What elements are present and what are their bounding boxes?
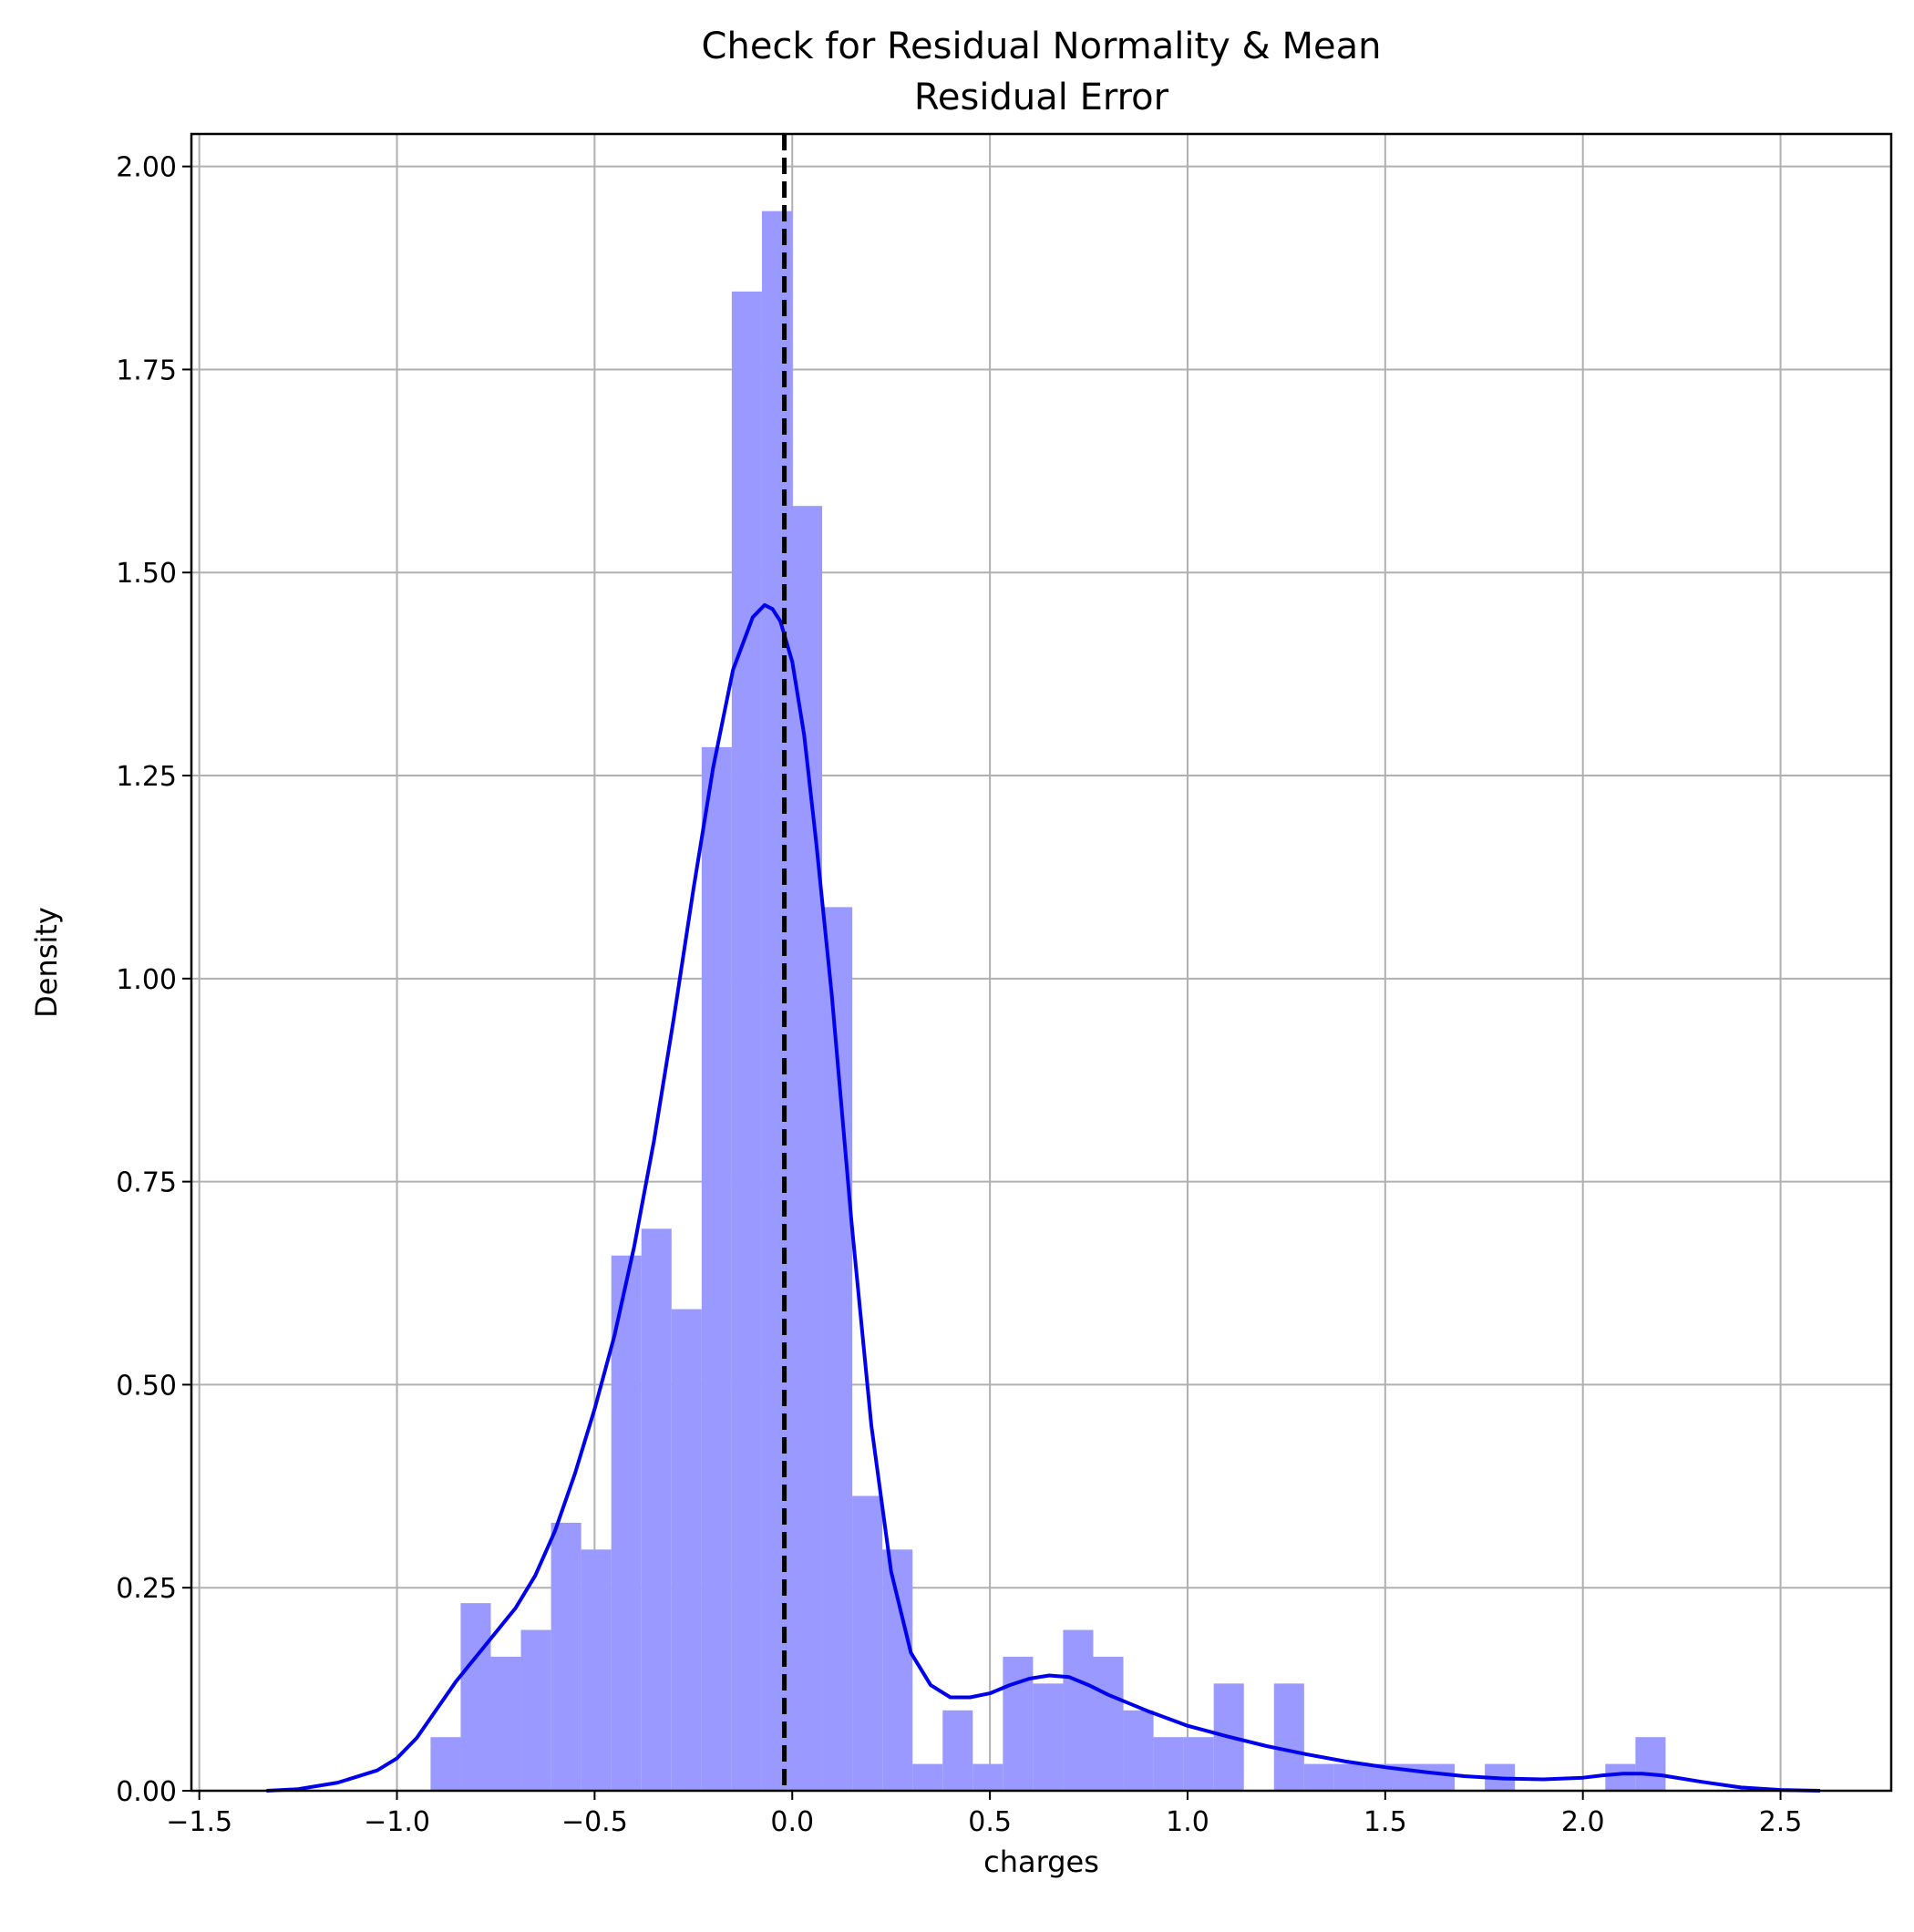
- histogram-bar: [1304, 1764, 1334, 1791]
- histogram-bar: [1033, 1683, 1063, 1791]
- histogram-bar: [1425, 1764, 1455, 1791]
- histogram-bar: [1003, 1657, 1033, 1791]
- histogram-bar: [491, 1657, 521, 1791]
- histogram-bar: [642, 1228, 672, 1791]
- y-axis-label: Density: [29, 907, 64, 1018]
- histogram-bar: [732, 292, 762, 1791]
- x-tick-label: 0.5: [968, 1806, 1012, 1838]
- histogram-bar: [430, 1737, 460, 1791]
- histogram-bar: [1274, 1683, 1304, 1791]
- y-tick-label: 0.00: [116, 1776, 177, 1808]
- x-tick-label: −0.5: [561, 1806, 628, 1838]
- kde-curve-group: [266, 605, 1820, 1791]
- y-tick-label: 1.50: [116, 558, 177, 590]
- y-tick-label: 0.75: [116, 1167, 177, 1199]
- histogram-bar: [672, 1310, 702, 1791]
- histogram-bar: [581, 1549, 612, 1791]
- axes: [191, 134, 1891, 1791]
- histogram-bar: [1334, 1764, 1364, 1791]
- x-tick-label: 2.0: [1561, 1806, 1605, 1838]
- histogram-bar: [521, 1630, 551, 1791]
- histogram-bar: [1154, 1737, 1184, 1791]
- tick-labels: −1.5 −1.0 −0.5 0.0 0.5 1.0 1.5 2.0 2.5 0.00 0.25 0.…: [116, 152, 1802, 1838]
- y-tick-label: 1.25: [116, 761, 177, 793]
- histogram-bar: [1605, 1764, 1635, 1791]
- x-tick-label: −1.5: [166, 1806, 232, 1838]
- y-tick-label: 1.75: [116, 355, 177, 386]
- histogram-bar: [942, 1711, 972, 1791]
- histogram-bar: [912, 1764, 942, 1791]
- x-tick-label: 0.0: [770, 1806, 814, 1838]
- histogram-bar: [460, 1603, 490, 1791]
- histogram-bar: [1124, 1711, 1154, 1791]
- x-tick-label: −1.0: [364, 1806, 430, 1838]
- grid-lines: [191, 134, 1891, 1791]
- kde-curve: [266, 605, 1820, 1791]
- chart-title-line-1: Check for Residual Normality & Mean: [702, 26, 1382, 67]
- histogram-bar: [702, 747, 732, 1791]
- y-tick-label: 1.00: [116, 964, 177, 996]
- histogram-bar: [972, 1764, 1003, 1791]
- x-tick-label: 1.5: [1363, 1806, 1407, 1838]
- x-tick-label: 2.5: [1759, 1806, 1803, 1838]
- histogram-bar: [1184, 1737, 1214, 1791]
- histogram-bar: [551, 1523, 581, 1791]
- histogram-bar: [1063, 1630, 1093, 1791]
- histogram-bar: [762, 211, 792, 1791]
- y-tick-label: 0.25: [116, 1573, 177, 1605]
- histogram-bar: [1093, 1657, 1123, 1791]
- histogram-bar: [1635, 1737, 1665, 1791]
- histogram-bar: [852, 1496, 882, 1791]
- histogram-bar: [882, 1549, 912, 1791]
- x-tick-label: 1.0: [1166, 1806, 1209, 1838]
- y-tick-label: 2.00: [116, 152, 177, 184]
- plot-frame: [191, 134, 1891, 1791]
- y-tick-label: 0.50: [116, 1370, 177, 1402]
- histogram-bars: [430, 211, 1665, 1791]
- x-axis-label: charges: [983, 1845, 1099, 1879]
- chart-title-line-2: Residual Error: [914, 77, 1169, 118]
